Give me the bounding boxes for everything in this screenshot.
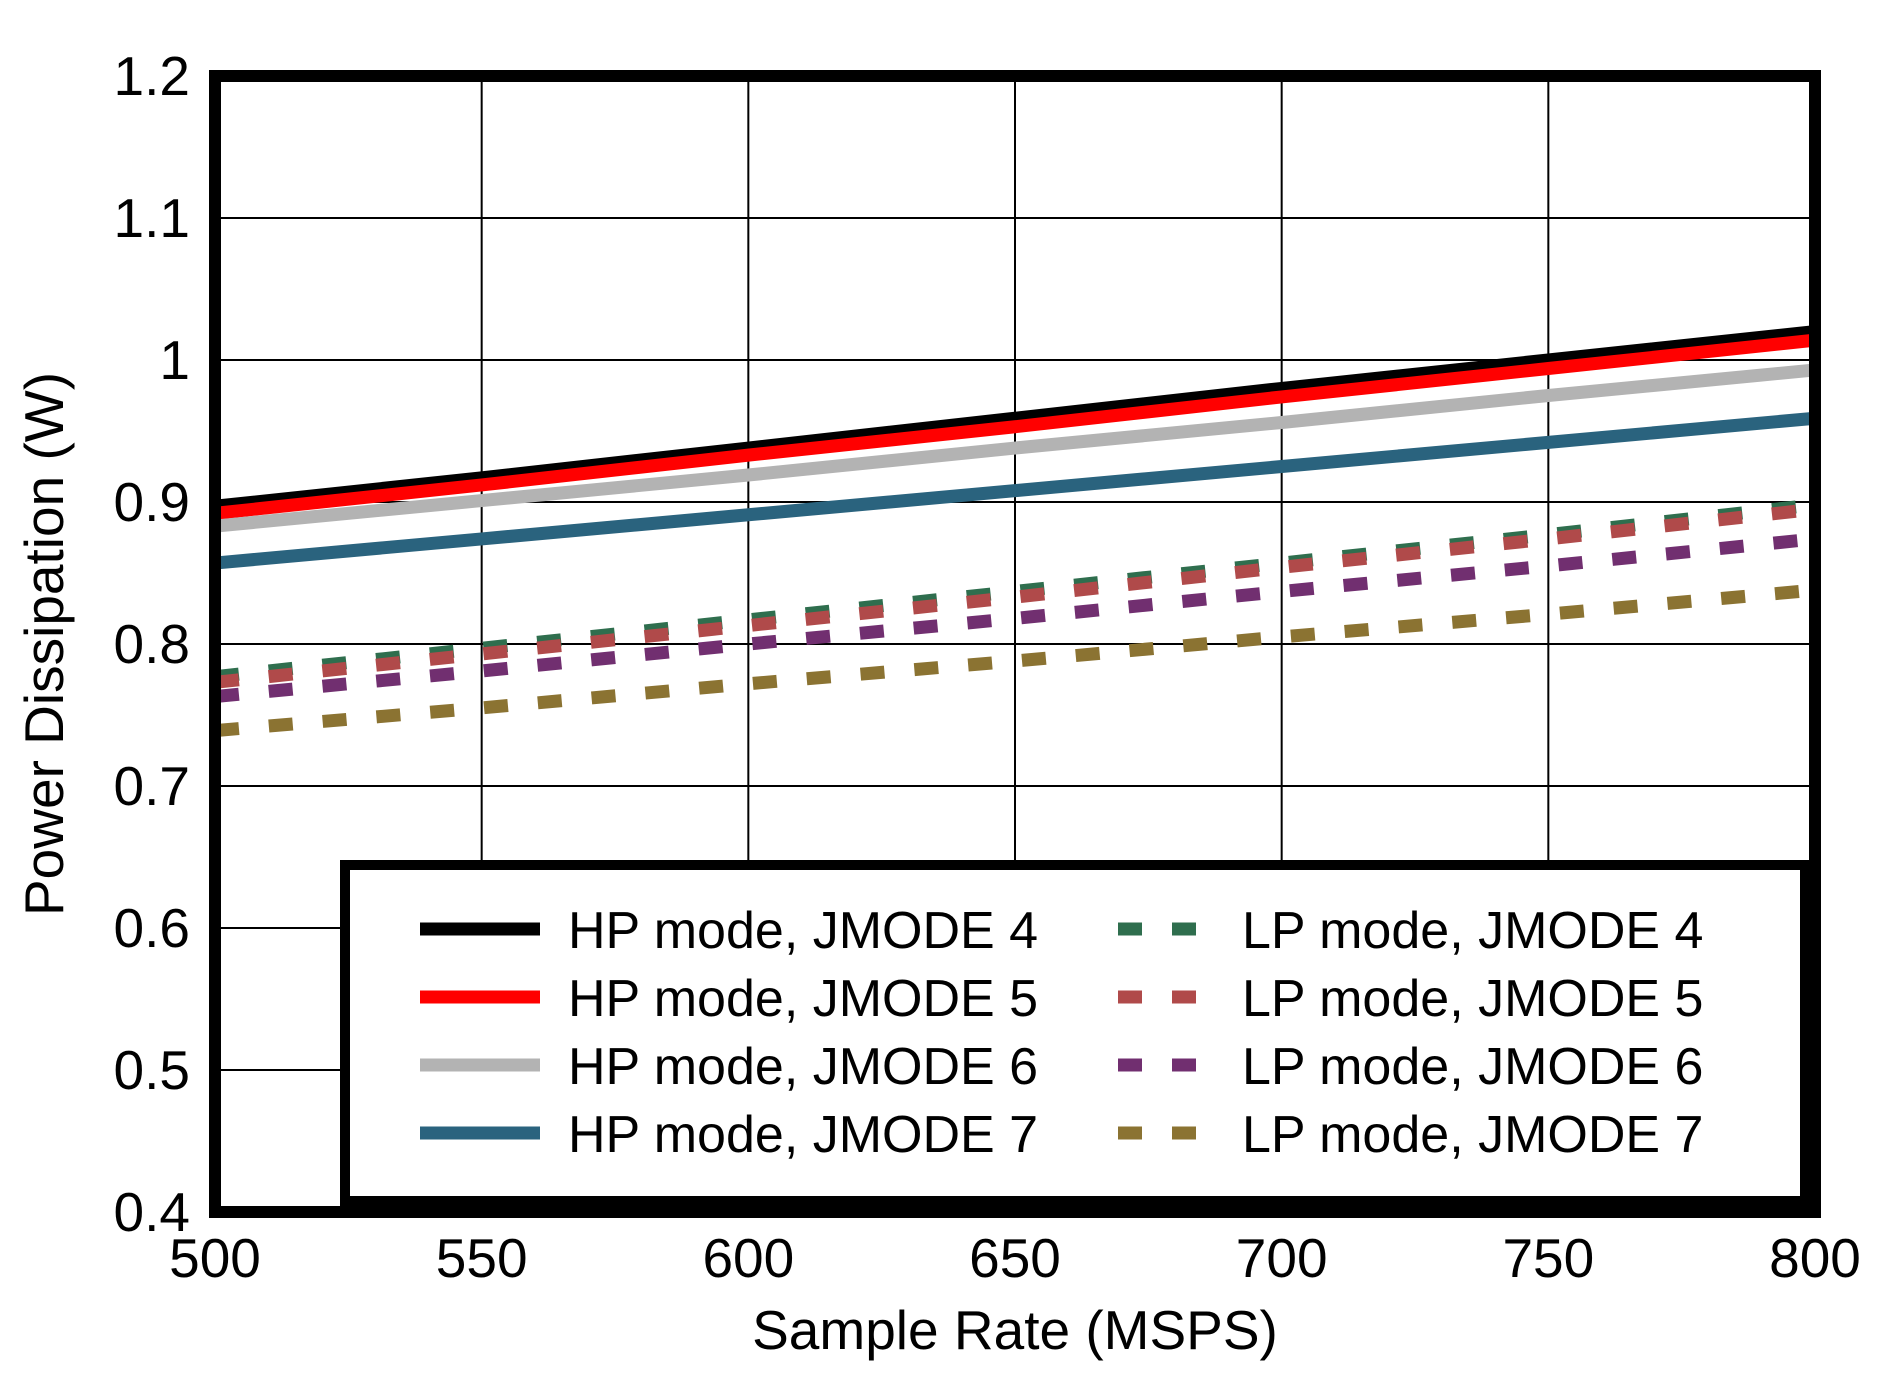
legend-row: HP mode, JMODE 7 LP mode, JMODE 7 [350,1101,1800,1169]
legend-swatch-hp-mode-jmode-7 [420,1125,540,1146]
y-tick-label: 0.7 [113,755,190,817]
legend-label-hp-mode-jmode-4: HP mode, JMODE 4 [568,902,1039,960]
y-tick-label: 0.4 [113,1181,190,1243]
legend-label-lp-mode-jmode-5: LP mode, JMODE 5 [1242,970,1704,1028]
x-tick-label: 650 [969,1227,1061,1289]
legend-swatch-lp-mode-jmode-6 [1118,1057,1198,1078]
x-tick-label: 750 [1502,1227,1595,1289]
y-tick-label: 1 [159,329,190,391]
x-tick-label: 500 [169,1227,261,1289]
legend-swatch-hp-mode-jmode-6 [420,1057,540,1078]
legend-row: HP mode, JMODE 5 LP mode, JMODE 5 [350,965,1800,1033]
legend-label-hp-mode-jmode-7: HP mode, JMODE 7 [568,1106,1039,1164]
y-tick-label: 0.5 [113,1039,190,1101]
legend-swatch-hp-mode-jmode-4 [420,921,540,942]
legend-label-lp-mode-jmode-6: LP mode, JMODE 6 [1242,1038,1704,1096]
x-axis-title: Sample Rate (MSPS) [752,1299,1278,1361]
legend-row: HP mode, JMODE 4 LP mode, JMODE 4 [350,897,1800,965]
legend: HP mode, JMODE 4 LP mode, JMODE 4 HP mode,… [340,860,1810,1206]
series-line-hp-mode-jmode-4 [214,325,1816,513]
x-tick-label: 600 [702,1227,795,1289]
plot-border [209,70,1821,1218]
y-tick-label: 0.9 [113,471,190,533]
legend-swatch-hp-mode-jmode-5 [420,989,540,1010]
x-tick-label: 550 [435,1227,528,1289]
y-tick-label: 1.2 [113,45,190,107]
legend-row: HP mode, JMODE 6 LP mode, JMODE 6 [350,1033,1800,1101]
y-tick-label: 1.1 [113,187,190,249]
x-tick-label: 800 [1769,1227,1861,1289]
legend-swatch-lp-mode-jmode-5 [1118,989,1198,1010]
legend-swatch-lp-mode-jmode-7 [1118,1125,1198,1146]
series-line-hp-mode-jmode-6 [214,363,1816,533]
legend-swatch-lp-mode-jmode-4 [1118,921,1198,942]
legend-label-lp-mode-jmode-4: LP mode, JMODE 4 [1242,902,1704,960]
legend-label-hp-mode-jmode-5: HP mode, JMODE 5 [568,970,1039,1028]
series-line-hp-mode-jmode-7 [214,411,1816,570]
legend-label-hp-mode-jmode-6: HP mode, JMODE 6 [568,1038,1039,1096]
y-tick-label: 0.6 [113,897,190,959]
y-tick-label: 0.8 [113,613,190,675]
legend-label-lp-mode-jmode-7: LP mode, JMODE 7 [1242,1106,1704,1164]
series-line-hp-mode-jmode-5 [214,333,1816,520]
x-tick-label: 700 [1235,1227,1328,1289]
